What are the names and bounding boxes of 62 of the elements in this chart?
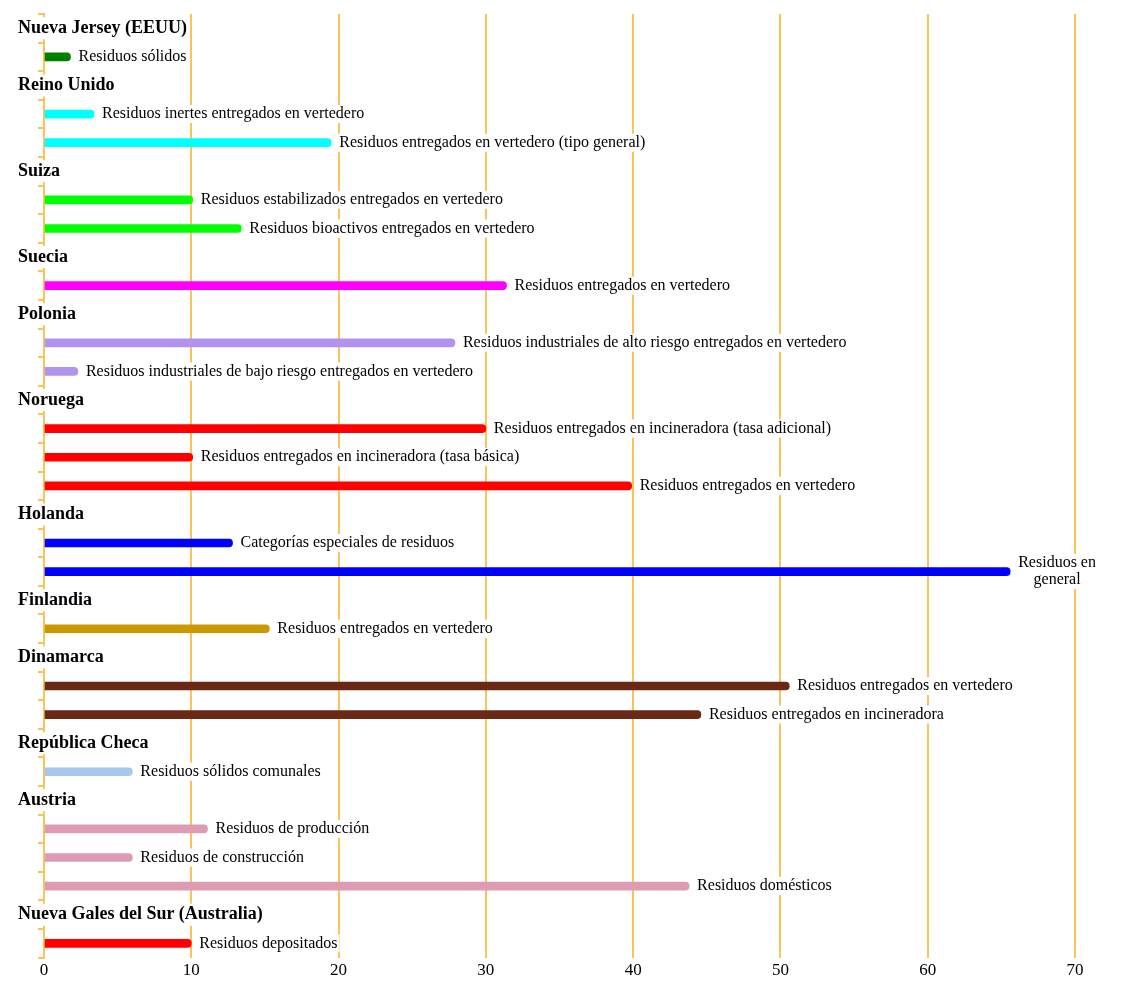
x-tick-label: 20 xyxy=(330,960,348,980)
y-tick-label: Residuos industriales de alto riesgo entregados en vertedero xyxy=(462,333,847,352)
y-tick-label: Residuos de producción xyxy=(215,819,370,838)
bar xyxy=(44,881,690,891)
bar xyxy=(44,138,332,147)
bar xyxy=(44,938,192,948)
bar xyxy=(44,195,194,205)
bar xyxy=(44,481,632,491)
x-tick-label: 70 xyxy=(1066,960,1084,980)
y-tick-label: Residuos industriales de bajo riesgo entregados en vertedero xyxy=(85,361,473,380)
y-tick-label: Nueva Jersey (EEUU) xyxy=(18,16,187,38)
y-tick-label: Austria xyxy=(18,788,76,809)
y-tick-label: Residuos sólidos comunales xyxy=(140,761,321,779)
y-tick-label: República Checa xyxy=(18,731,149,752)
y-tick-label: Dinamarca xyxy=(18,646,104,667)
y-tick-label: Suiza xyxy=(18,159,61,180)
y-tick-label: Noruega xyxy=(18,388,84,409)
x-tick-label: 30 xyxy=(477,960,495,980)
bar xyxy=(44,538,233,548)
bar xyxy=(44,338,456,348)
y-tick-label: Residuos domésticos xyxy=(697,876,832,894)
x-tick-label: 10 xyxy=(182,960,200,980)
bar xyxy=(44,109,95,119)
bar xyxy=(44,452,194,462)
y-tick-label: Residuos de construcción xyxy=(140,847,304,865)
x-tick-label: 50 xyxy=(771,960,789,980)
y-tick-label: Residuos entregados en incineradora (tasa adicional) xyxy=(493,418,832,437)
x-tick-label: 0 xyxy=(39,960,49,980)
y-tick-label: Suecia xyxy=(18,245,69,266)
bar xyxy=(44,281,507,290)
y-tick-label: Residuos estabilizados entregados en vertedero xyxy=(200,190,503,209)
bar xyxy=(44,824,208,834)
bar xyxy=(44,52,71,62)
x-tick-label: 60 xyxy=(919,960,937,980)
bar xyxy=(44,853,133,862)
bar xyxy=(44,424,487,433)
bar xyxy=(44,367,79,376)
y-tick-label: Residuos inertes entregados en vertedero xyxy=(102,104,365,123)
y-tick-label: Holanda xyxy=(18,503,85,524)
y-tick-label: Residuos entregados en vertedero xyxy=(514,275,730,294)
y-tick-label: Finlandia xyxy=(18,588,93,609)
y-tick-label: Residuos entregados en vertedero xyxy=(639,476,856,494)
bar xyxy=(44,567,1011,576)
bar xyxy=(44,624,270,634)
y-tick-label: Residuos en general xyxy=(1018,553,1096,589)
y-tick-label: Categorías especiales de residuos xyxy=(240,533,455,552)
y-tick-label: Residuos entregados en vertedero xyxy=(797,676,1013,695)
bar xyxy=(44,710,702,719)
y-tick-label: Residuos entregados en vertedero (tipo general) xyxy=(339,132,646,151)
y-tick-label: Residuos sólidos xyxy=(78,47,187,65)
y-tick-label: Residuos depositados xyxy=(199,933,338,952)
y-tick-label: Residuos bioactivos entregados en vertedero xyxy=(249,218,535,237)
y-tick-label: Nueva Gales del Sur (Australia) xyxy=(18,903,263,925)
bar xyxy=(44,224,242,233)
bar xyxy=(44,681,790,691)
y-tick-label: Residuos entregados en incineradora xyxy=(708,704,944,723)
y-tick-label: Residuos entregados en vertedero xyxy=(277,618,493,637)
y-tick-label: Polonia xyxy=(18,302,77,323)
y-tick-label: Reino Unido xyxy=(18,74,115,95)
y-tick-label: Residuos entregados en incineradora (tasa básica) xyxy=(200,447,520,466)
x-tick-label: 40 xyxy=(624,960,642,980)
bar xyxy=(44,767,133,777)
